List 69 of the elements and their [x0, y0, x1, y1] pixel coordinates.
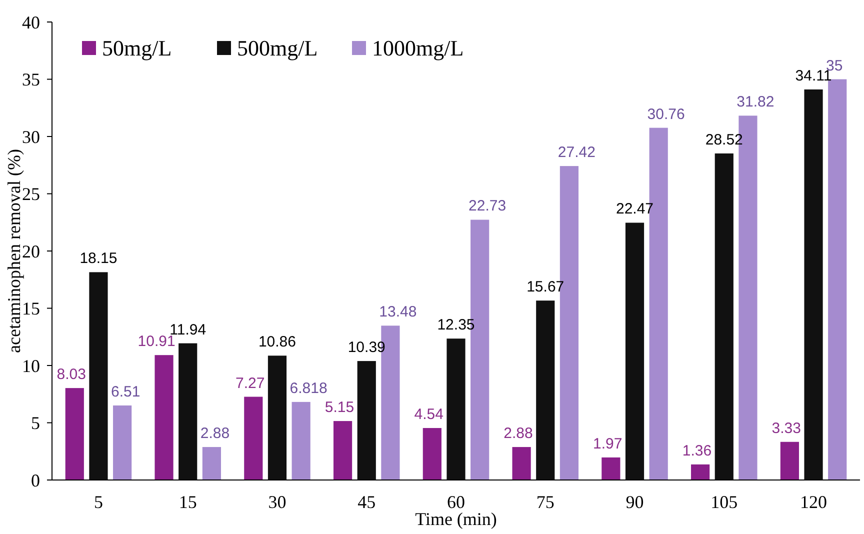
bar [804, 89, 823, 480]
data-label: 27.42 [558, 144, 596, 162]
bar [113, 405, 132, 480]
x-tick-label: 30 [268, 492, 286, 512]
y-tick-label: 30 [22, 126, 40, 147]
data-label: 10.91 [138, 333, 176, 350]
y-tick-label: 5 [31, 413, 40, 434]
legend-label: 1000mg/L [372, 36, 464, 61]
y-tick-label: 15 [22, 298, 40, 319]
bar [602, 457, 620, 480]
x-tick-label: 90 [626, 492, 644, 512]
bar [780, 442, 799, 480]
bar [292, 402, 310, 480]
bar [691, 464, 710, 480]
data-label: 1.97 [593, 435, 622, 452]
data-label: 30.76 [647, 106, 685, 123]
x-tick-label: 120 [800, 492, 828, 512]
data-label: 2.88 [200, 425, 230, 442]
data-label: 18.15 [80, 250, 118, 268]
data-label: 12.35 [437, 316, 475, 334]
legend-label: 500mg/L [237, 36, 318, 61]
bar [154, 355, 174, 480]
y-tick-label: 25 [22, 184, 40, 204]
data-label: 13.48 [379, 304, 417, 321]
bar [202, 447, 221, 480]
data-label: 1.36 [682, 442, 712, 460]
y-axis-title: acetaminophen removal (%) [4, 149, 24, 353]
bar [244, 396, 263, 480]
data-label: 31.82 [736, 94, 774, 111]
data-label: 5.15 [324, 399, 354, 416]
data-label: 2.88 [504, 425, 533, 442]
data-label: 10.86 [258, 334, 296, 351]
bar [89, 272, 108, 480]
data-label: 22.47 [616, 200, 654, 218]
data-label: 8.03 [56, 366, 86, 384]
y-tick-label: 35 [22, 70, 40, 90]
bar [446, 338, 466, 480]
data-label: 6.818 [290, 380, 328, 397]
bar [65, 388, 84, 480]
data-label: 4.54 [414, 406, 444, 424]
x-tick-label: 5 [94, 492, 103, 512]
bar [714, 153, 734, 480]
data-label: 7.27 [235, 374, 265, 392]
x-tick-label: 75 [536, 492, 554, 512]
data-label: 15.67 [526, 278, 564, 296]
data-label: 3.33 [772, 420, 801, 437]
bar [625, 222, 644, 480]
bar [512, 447, 531, 480]
y-tick-label: 20 [22, 241, 40, 262]
data-label: 28.52 [705, 131, 743, 148]
data-label: 22.73 [468, 198, 506, 215]
x-tick-label: 15 [178, 492, 197, 512]
y-tick-label: 40 [22, 12, 40, 32]
x-tick-label: 45 [358, 492, 376, 512]
data-label: 10.39 [348, 339, 386, 356]
bar [536, 300, 555, 480]
data-label: 6.51 [111, 383, 140, 400]
x-tick-label: 60 [447, 492, 465, 512]
bar [357, 361, 376, 480]
bar [422, 428, 442, 480]
y-tick-label: 0 [31, 470, 40, 490]
x-tick-label: 105 [710, 492, 738, 512]
x-axis-title: Time (min) [415, 509, 497, 529]
bar [333, 421, 352, 480]
bar [828, 79, 847, 480]
bar [268, 356, 287, 480]
bar [178, 343, 198, 480]
y-tick-label: 10 [22, 356, 40, 376]
legend-label: 50mg/L [102, 36, 172, 61]
